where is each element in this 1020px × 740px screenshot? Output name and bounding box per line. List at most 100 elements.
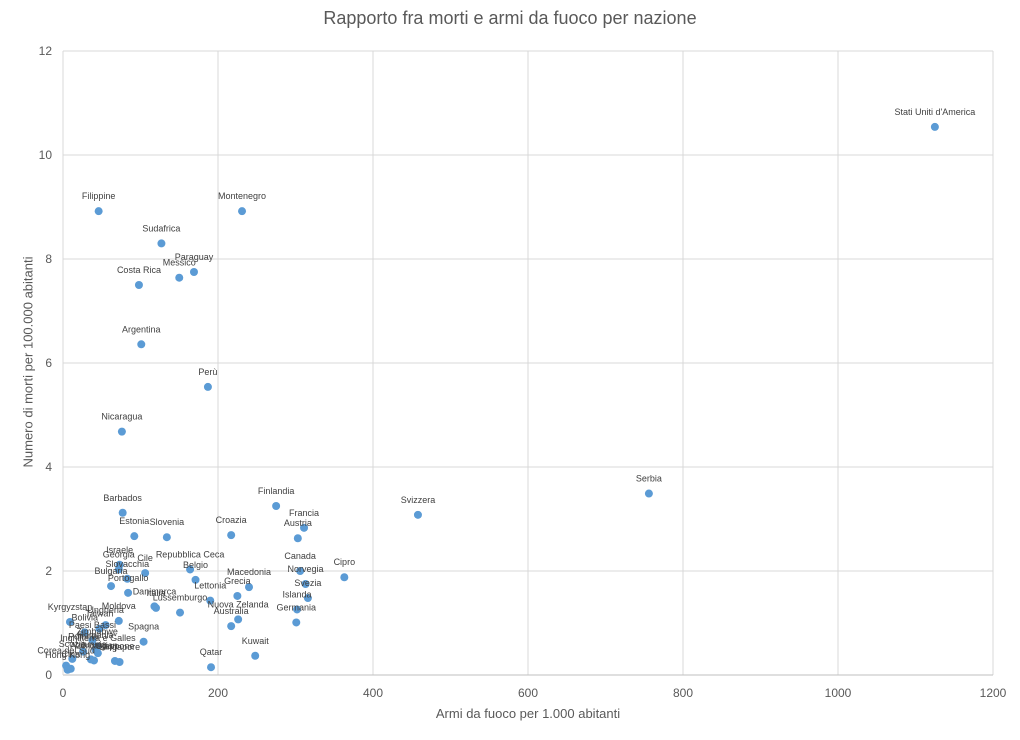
data-point bbox=[152, 603, 160, 612]
data-label: Svezia bbox=[294, 578, 321, 588]
data-point bbox=[88, 636, 97, 645]
x-tick-label: 0 bbox=[60, 686, 67, 700]
data-point bbox=[162, 533, 171, 542]
data-label: Hong Kong bbox=[45, 650, 90, 660]
data-label: Canada bbox=[284, 551, 316, 561]
data-label: Cina bbox=[61, 649, 80, 659]
data-label: Inghilterra e Galles bbox=[60, 633, 136, 643]
y-tick-label: 12 bbox=[39, 44, 53, 58]
data-point bbox=[207, 663, 216, 672]
data-point bbox=[123, 574, 132, 583]
data-point bbox=[141, 569, 150, 578]
data-point bbox=[292, 618, 301, 627]
data-point bbox=[191, 575, 200, 584]
data-point bbox=[101, 621, 110, 630]
data-label: Nuova Zelanda bbox=[208, 599, 269, 609]
data-label: Moldova bbox=[102, 601, 136, 611]
x-tick-label: 1000 bbox=[825, 686, 852, 700]
data-point bbox=[251, 651, 260, 660]
data-label: Messico bbox=[163, 258, 196, 268]
data-point bbox=[118, 508, 127, 517]
data-label: Paraguay bbox=[175, 252, 214, 262]
data-label: Croazia bbox=[216, 515, 247, 525]
data-point bbox=[115, 658, 124, 666]
data-label: Estonia bbox=[119, 516, 149, 526]
data-point bbox=[293, 605, 302, 614]
data-label: Finlandia bbox=[258, 486, 295, 496]
x-tick-label: 600 bbox=[518, 686, 538, 700]
data-label: Lussemburgo bbox=[153, 593, 208, 603]
data-label: Australia bbox=[214, 606, 249, 616]
data-label: Cile bbox=[137, 553, 153, 563]
data-point bbox=[301, 580, 310, 588]
tick-labels: 0 200 400 600 800 1000 1200 0 2 4 6 8 10 12 bbox=[39, 44, 1007, 700]
data-point bbox=[206, 596, 215, 605]
data-point bbox=[90, 656, 98, 665]
data-label: Islanda bbox=[283, 589, 312, 599]
x-tick-label: 200 bbox=[208, 686, 228, 700]
data-point bbox=[293, 534, 302, 543]
data-point bbox=[157, 239, 166, 248]
data-point bbox=[227, 531, 236, 540]
y-tick-label: 0 bbox=[45, 668, 52, 682]
data-label: Belgio bbox=[183, 560, 208, 570]
data-point bbox=[203, 382, 212, 391]
data-label: Cipro bbox=[334, 557, 356, 567]
x-tick-label: 800 bbox=[673, 686, 693, 700]
data-point bbox=[95, 624, 104, 633]
y-tick-label: 10 bbox=[39, 148, 53, 162]
data-point bbox=[68, 654, 77, 663]
data-point bbox=[80, 628, 89, 637]
data-point bbox=[413, 510, 422, 519]
data-label: Svizzera bbox=[401, 495, 436, 505]
y-tick-label: 2 bbox=[45, 564, 52, 578]
data-label: Scozia bbox=[59, 639, 86, 649]
gridlines bbox=[62, 50, 994, 675]
y-tick-label: 6 bbox=[45, 356, 52, 370]
data-label: Giappone bbox=[95, 641, 134, 651]
data-label: Slovenia bbox=[150, 517, 185, 527]
data-label: Taiwan bbox=[85, 609, 113, 619]
data-label: Polonia bbox=[68, 632, 98, 642]
data-label: Bulgaria bbox=[95, 566, 128, 576]
data-point bbox=[124, 588, 133, 597]
data-label: Filippine bbox=[82, 191, 116, 201]
data-label: Austria bbox=[284, 518, 312, 528]
data-label: Perù bbox=[198, 367, 217, 377]
data-point bbox=[233, 591, 242, 600]
data-point bbox=[176, 608, 185, 617]
data-point bbox=[93, 649, 102, 658]
data-point bbox=[139, 637, 148, 646]
data-label: Paesi Bassi bbox=[69, 620, 116, 630]
data-label: Norvegia bbox=[288, 564, 324, 574]
data-labels: Stati Uniti d'America Filippine Montenegro… bbox=[37, 107, 975, 660]
data-point bbox=[130, 532, 139, 541]
data-label: Repubblica Ceca bbox=[156, 549, 225, 559]
data-point bbox=[296, 567, 305, 575]
data-label: Kyrgyzstan bbox=[48, 602, 93, 612]
data-label: Germania bbox=[277, 602, 317, 612]
data-point bbox=[189, 268, 198, 276]
data-point bbox=[79, 647, 88, 656]
y-tick-label: 4 bbox=[45, 460, 52, 474]
data-label: Nicaragua bbox=[101, 412, 142, 422]
data-label: Georgia bbox=[103, 549, 135, 559]
data-label: Montenegro bbox=[218, 191, 266, 201]
data-label: Spagna bbox=[128, 622, 159, 632]
data-point bbox=[175, 273, 184, 282]
data-label: Slovacchia bbox=[106, 559, 150, 569]
data-point bbox=[303, 594, 312, 603]
axes bbox=[62, 51, 993, 676]
data-point bbox=[117, 427, 126, 436]
data-point bbox=[930, 122, 939, 131]
data-label: Portogallo bbox=[108, 573, 149, 583]
data-label: Qatar bbox=[200, 647, 223, 657]
data-point bbox=[245, 583, 253, 592]
data-point bbox=[114, 565, 123, 574]
data-point bbox=[134, 281, 143, 289]
data-point bbox=[137, 340, 146, 349]
data-label: Azerbaigian bbox=[70, 640, 118, 650]
data-point bbox=[227, 622, 236, 631]
data-label: Romania bbox=[78, 630, 114, 640]
